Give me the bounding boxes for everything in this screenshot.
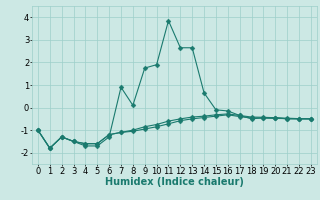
X-axis label: Humidex (Indice chaleur): Humidex (Indice chaleur) [105, 177, 244, 187]
